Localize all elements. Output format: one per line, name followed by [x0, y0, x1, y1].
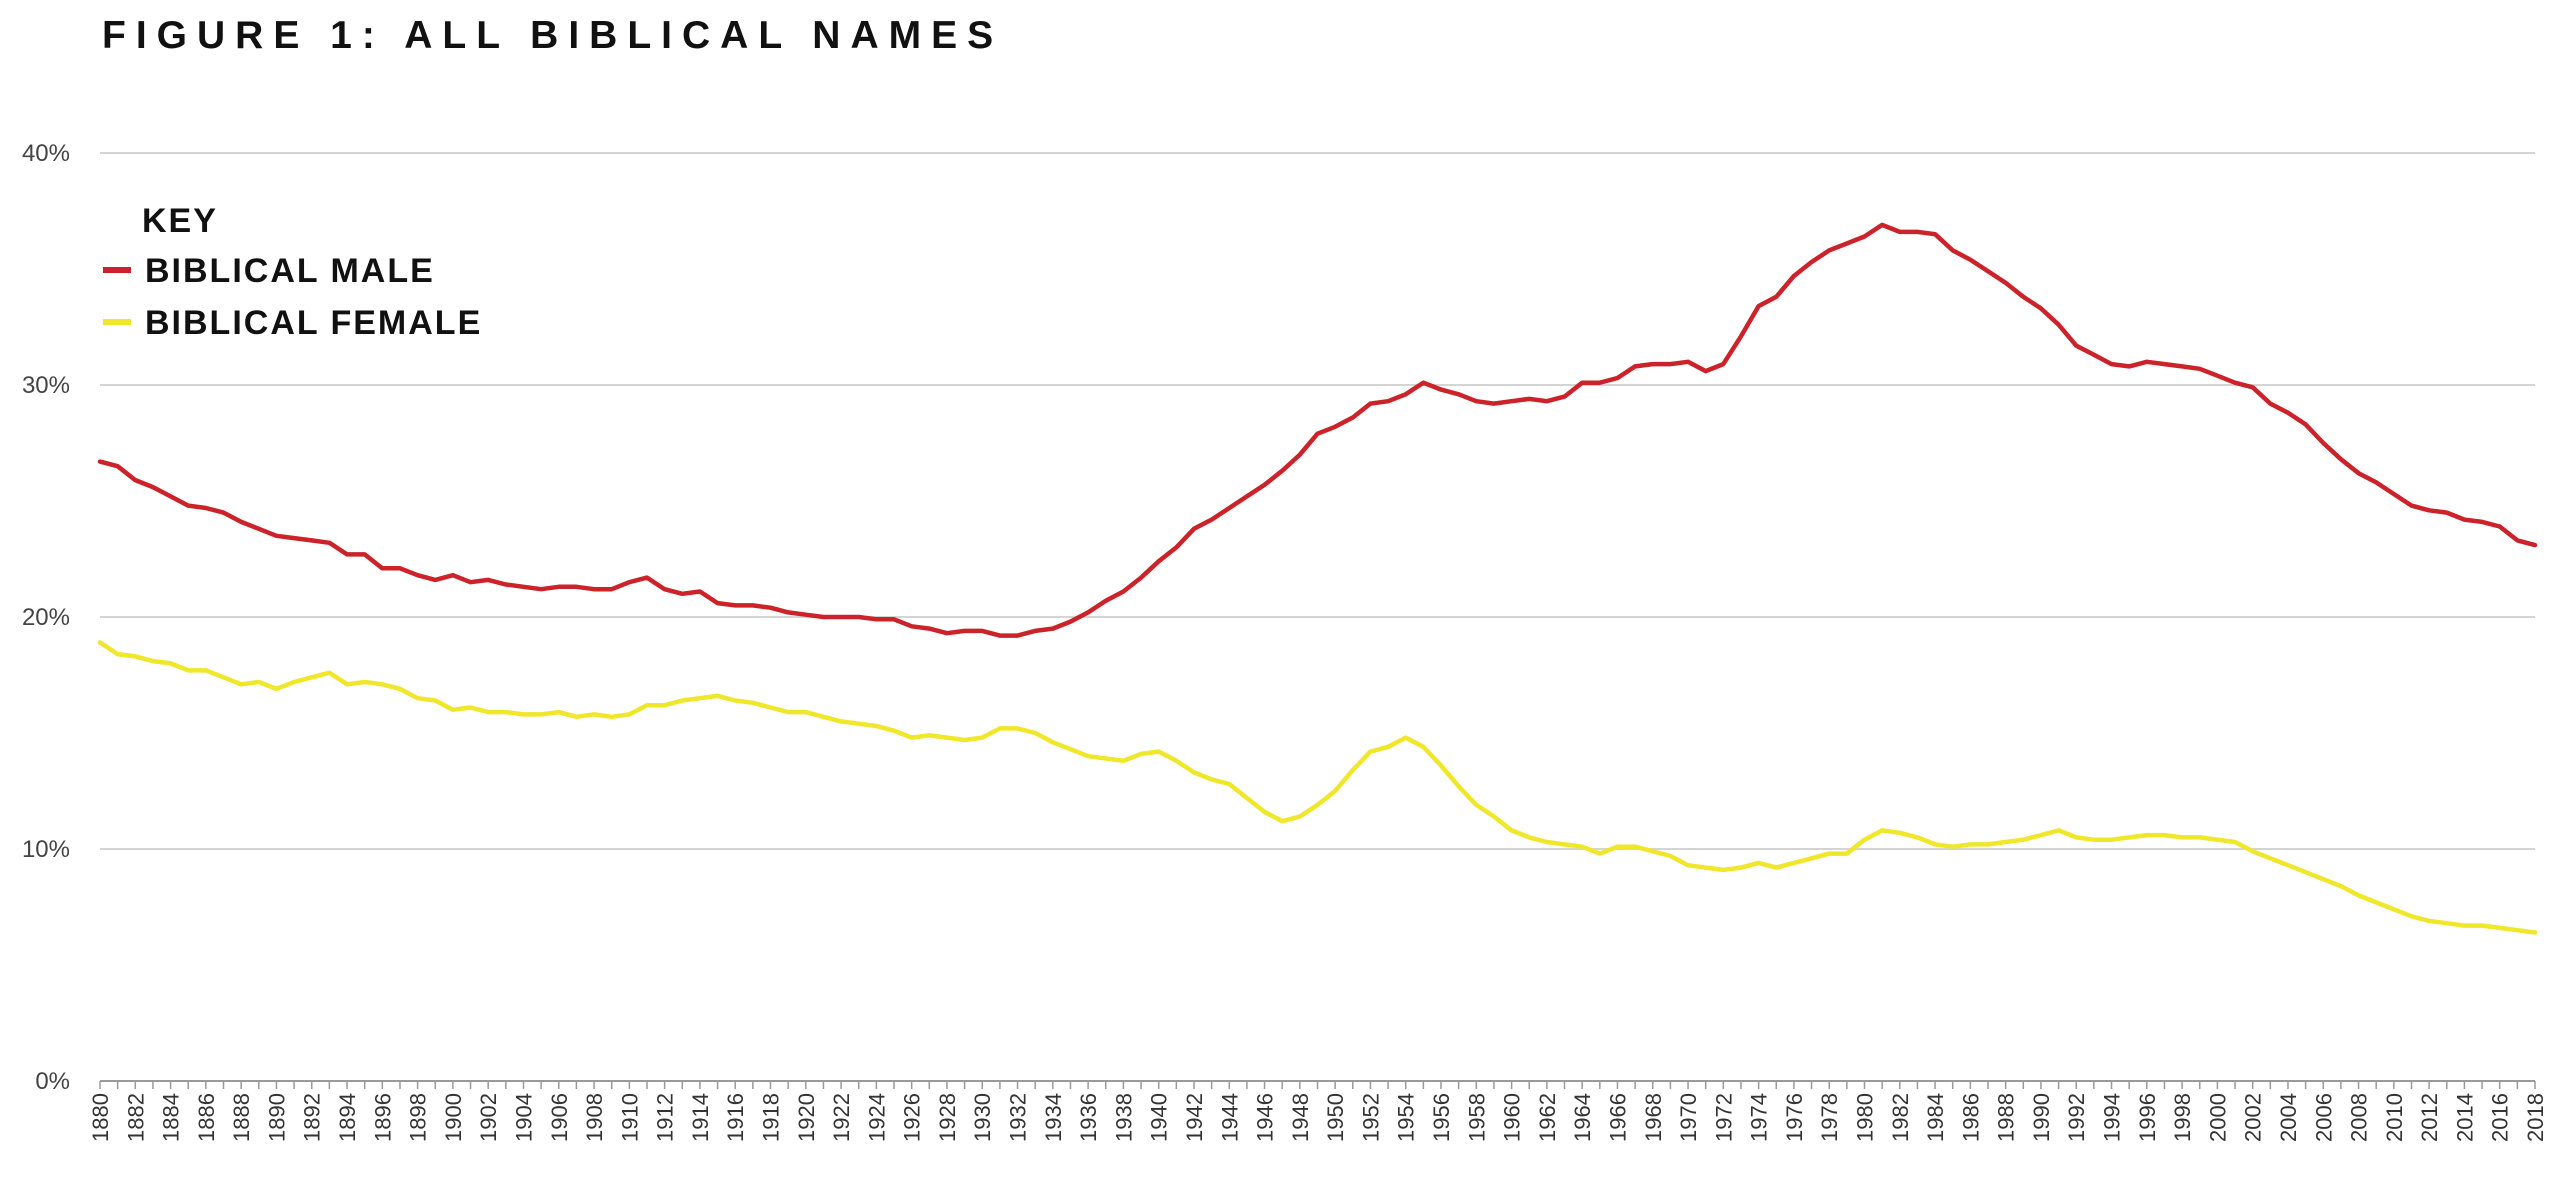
x-tick-label: 1964 [1570, 1093, 1595, 1142]
y-axis-ticks: 0% 10% 20% 30% 40% [22, 140, 70, 1095]
x-tick-label: 1920 [794, 1093, 819, 1142]
x-tick-label: 1936 [1076, 1093, 1101, 1142]
x-tick-label: 1986 [1958, 1093, 1983, 1142]
gridlines [100, 152, 2535, 1082]
x-tick-label: 1916 [723, 1093, 748, 1142]
x-tick-label: 1898 [406, 1093, 431, 1142]
x-tick-label: 1942 [1182, 1093, 1207, 1142]
x-tick-label: 1882 [123, 1093, 148, 1142]
x-tick-label: 1966 [1605, 1093, 1630, 1142]
x-tick-label: 1940 [1147, 1093, 1172, 1142]
x-tick-label: 1992 [2064, 1093, 2089, 1142]
x-tick-label: 1974 [1747, 1093, 1772, 1142]
x-tick-label: 1948 [1288, 1093, 1313, 1142]
x-tick-label: 1914 [688, 1093, 713, 1142]
x-tick-label: 1952 [1358, 1093, 1383, 1142]
x-tick-label: 2016 [2488, 1093, 2513, 1142]
x-tick-label: 2012 [2417, 1093, 2442, 1142]
y-tick-label: 0% [35, 1068, 70, 1095]
x-tick-label: 2006 [2311, 1093, 2336, 1142]
x-tick-label: 1958 [1464, 1093, 1489, 1142]
x-tick-label: 1910 [617, 1093, 642, 1142]
x-tick-label: 1922 [829, 1093, 854, 1142]
x-tick-label: 1980 [1852, 1093, 1877, 1142]
x-tick-label: 1896 [370, 1093, 395, 1142]
x-tick-label: 1892 [300, 1093, 325, 1142]
x-tick-label: 1918 [759, 1093, 784, 1142]
series-line-female [97, 640, 2538, 935]
y-tick-label: 10% [22, 836, 70, 863]
x-tick-label: 1938 [1111, 1093, 1136, 1142]
legend-title: KEY [142, 202, 218, 240]
x-tick-label: 1970 [1676, 1093, 1701, 1142]
y-tick-label: 30% [22, 372, 70, 399]
x-tick-label: 1912 [653, 1093, 678, 1142]
x-tick-label: 1976 [1782, 1093, 1807, 1142]
y-tick-label: 20% [22, 604, 70, 631]
x-tick-label: 1930 [970, 1093, 995, 1142]
x-tick-label: 1950 [1323, 1093, 1348, 1142]
x-tick-label: 1946 [1253, 1093, 1278, 1142]
x-tick-label: 1962 [1535, 1093, 1560, 1142]
x-tick-label: 1894 [335, 1093, 360, 1142]
x-tick-label: 1888 [229, 1093, 254, 1142]
x-tick-label: 1884 [159, 1093, 184, 1142]
x-axis: 1880 1882 1884 1886 1888 1890 1892 1894 1896 1898… [88, 1081, 2548, 1142]
legend-label-male: BIBLICAL MALE [145, 252, 435, 290]
x-tick-label: 1890 [264, 1093, 289, 1142]
x-tick-label: 1900 [441, 1093, 466, 1142]
x-tick-label: 1988 [1994, 1093, 2019, 1142]
x-tick-label: 1902 [476, 1093, 501, 1142]
x-tick-label: 1904 [511, 1093, 536, 1142]
x-tick-label: 2010 [2382, 1093, 2407, 1142]
x-tick-label: 2014 [2452, 1093, 2477, 1142]
x-tick-label: 1984 [1923, 1093, 1948, 1142]
x-tick-label: 1886 [194, 1093, 219, 1142]
legend: KEY BIBLICAL MALE BIBLICAL FEMALE [103, 202, 482, 342]
x-tick-label: 1880 [88, 1093, 113, 1142]
chart-title: FIGURE 1: ALL BIBLICAL NAMES [102, 14, 1004, 57]
x-tick-label: 1926 [900, 1093, 925, 1142]
x-tick-label: 1968 [1641, 1093, 1666, 1142]
x-tick-label: 1934 [1041, 1093, 1066, 1142]
x-tick-label: 2004 [2276, 1093, 2301, 1142]
x-tick-label: 1924 [864, 1093, 889, 1142]
x-tick-label: 1956 [1429, 1093, 1454, 1142]
x-tick-label: 1932 [1006, 1093, 1031, 1142]
x-tick-label: 1908 [582, 1093, 607, 1142]
x-tick-label: 1906 [547, 1093, 572, 1142]
x-tick-label: 1928 [935, 1093, 960, 1142]
x-tick-label: 2002 [2241, 1093, 2266, 1142]
x-tick-label: 1994 [2100, 1093, 2125, 1142]
x-tick-label: 1998 [2170, 1093, 2195, 1142]
x-tick-label: 1990 [2029, 1093, 2054, 1142]
y-tick-label: 40% [22, 140, 70, 167]
series-lines [97, 222, 2538, 935]
x-tick-label: 1944 [1217, 1093, 1242, 1142]
x-tick-label: 1972 [1711, 1093, 1736, 1142]
legend-label-female: BIBLICAL FEMALE [145, 304, 482, 342]
x-tick-label: 1978 [1817, 1093, 1842, 1142]
x-tick-label: 1960 [1500, 1093, 1525, 1142]
x-tick-label: 1954 [1394, 1093, 1419, 1142]
x-tick-label: 1982 [1888, 1093, 1913, 1142]
series-line-male [97, 222, 2538, 638]
x-tick-label: 2018 [2523, 1093, 2548, 1142]
x-tick-label: 1996 [2135, 1093, 2160, 1142]
x-tick-label: 2000 [2205, 1093, 2230, 1142]
x-tick-label: 2008 [2347, 1093, 2372, 1142]
